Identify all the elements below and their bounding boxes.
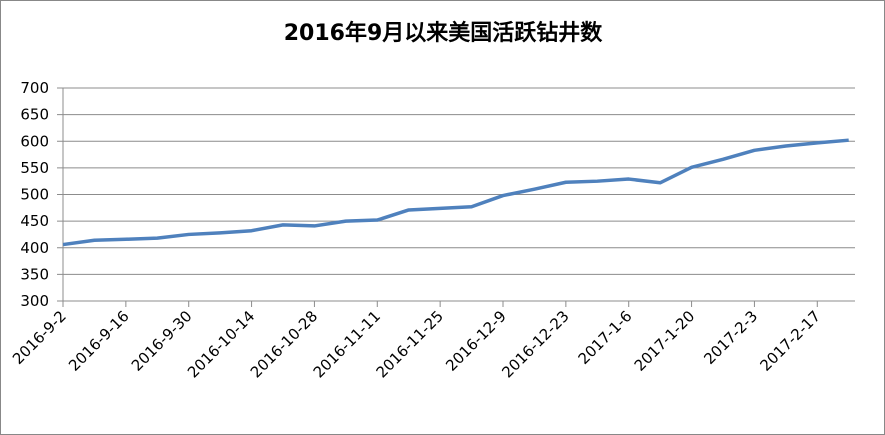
chart-title: 2016年9月以来美国活跃钻井数 — [284, 20, 604, 46]
y-tick-label: 450 — [20, 212, 49, 230]
y-tick-label: 500 — [20, 186, 49, 204]
y-tick-label: 400 — [20, 239, 49, 257]
y-tick-label: 550 — [20, 159, 49, 177]
y-tick-label: 700 — [20, 79, 49, 97]
y-tick-label: 650 — [20, 106, 49, 124]
data-line — [62, 138, 849, 247]
y-tick-label: 300 — [20, 292, 49, 310]
y-tick-label: 600 — [20, 132, 49, 150]
y-tick-label: 350 — [20, 265, 49, 283]
